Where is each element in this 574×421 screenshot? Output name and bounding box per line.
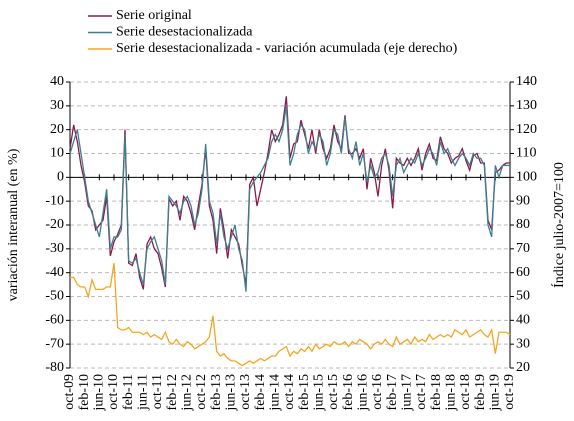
y-tick-label: -70 <box>45 336 64 351</box>
x-tick-label: feb-10 <box>77 374 92 411</box>
y2-tick-label: 120 <box>516 122 537 137</box>
y-tick-label: -20 <box>45 217 64 232</box>
x-tick-label: oct-17 <box>414 374 429 410</box>
x-tick-label: feb-13 <box>209 374 224 411</box>
x-tick-label: jun-14 <box>268 374 283 412</box>
legend-label: Serie desestacionalizada <box>116 25 253 40</box>
y-tick-label: -80 <box>45 360 64 375</box>
x-tick-label: feb-17 <box>385 374 400 411</box>
x-tick-label: jun-17 <box>400 374 415 412</box>
y-tick-label: -50 <box>45 289 64 304</box>
x-tick-label: oct-19 <box>502 374 517 410</box>
y2-tick-label: 100 <box>516 170 537 185</box>
y2-axis-title: Índice julio-2007=100 <box>550 162 567 288</box>
y2-tick-label: 30 <box>516 336 530 351</box>
x-tick-label: jun-15 <box>312 374 327 412</box>
series-line <box>69 105 510 292</box>
legend-label: Serie original <box>116 8 192 23</box>
x-tick-label: jun-18 <box>444 374 459 412</box>
x-tick-label: oct-09 <box>62 374 77 410</box>
x-tick-label: jun-19 <box>488 374 503 412</box>
x-tick-label: feb-12 <box>165 374 180 411</box>
x-tick-label: oct-10 <box>106 374 121 410</box>
y-tick-label: -60 <box>45 313 64 328</box>
x-tick-label: feb-11 <box>121 374 136 410</box>
x-tick-label: feb-16 <box>341 374 356 411</box>
x-tick-label: jun-13 <box>224 374 239 412</box>
y2-tick-label: 110 <box>516 146 536 161</box>
x-tick-label: oct-16 <box>370 374 385 410</box>
x-tick-label: feb-18 <box>429 374 444 411</box>
y-tick-label: 20 <box>50 122 64 137</box>
y-axis-title: variación interanual (en %) <box>6 148 21 301</box>
x-tick-label: jun-16 <box>356 374 371 412</box>
y2-tick-label: 20 <box>516 360 530 375</box>
y2-tick-label: 50 <box>516 289 530 304</box>
x-tick-label: oct-18 <box>458 374 473 410</box>
x-tick-label: jun-10 <box>92 374 107 412</box>
x-tick-label: oct-13 <box>238 374 253 410</box>
series-line <box>70 263 511 367</box>
x-tick-label: feb-15 <box>297 374 312 411</box>
x-tick-label: jun-12 <box>180 374 195 412</box>
x-tick-label: feb-19 <box>473 374 488 411</box>
legend-label: Serie desestacionalizada - variación acu… <box>116 41 458 56</box>
y-tick-label: -40 <box>45 265 64 280</box>
x-tick-label: jun-11 <box>136 374 151 411</box>
y2-tick-label: 80 <box>516 217 530 232</box>
y2-tick-label: 90 <box>516 193 530 208</box>
y-tick-label: 30 <box>50 98 64 113</box>
y2-tick-label: 140 <box>516 74 537 89</box>
x-tick-label: oct-12 <box>194 374 209 410</box>
y-tick-label: 40 <box>50 74 64 89</box>
x-tick-label: oct-15 <box>326 374 341 410</box>
y2-tick-label: 40 <box>516 313 530 328</box>
x-tick-label: oct-11 <box>150 374 165 409</box>
x-tick-label: oct-14 <box>282 374 297 410</box>
y2-tick-label: 130 <box>516 98 537 113</box>
y2-tick-label: 70 <box>516 241 530 256</box>
y-tick-label: -10 <box>45 193 64 208</box>
y-tick-label: 0 <box>57 170 64 185</box>
x-tick-label: feb-14 <box>253 374 268 411</box>
y-tick-label: -30 <box>45 241 64 256</box>
y2-tick-label: 60 <box>516 265 530 280</box>
y-tick-label: 10 <box>50 146 64 161</box>
